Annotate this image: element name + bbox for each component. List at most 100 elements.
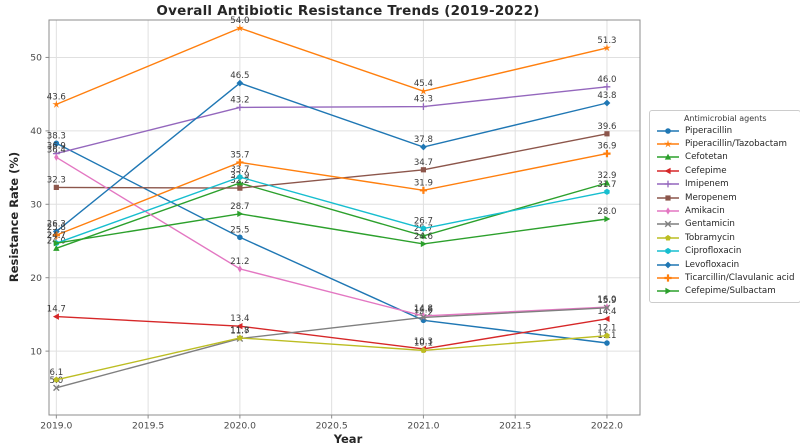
legend-marker-p <box>657 234 679 241</box>
svg-text:2021.0: 2021.0 <box>407 421 439 432</box>
point-label: 43.2 <box>230 95 249 105</box>
gridlines <box>49 20 640 415</box>
point-label: 33.7 <box>230 165 249 175</box>
point-label: 13.4 <box>230 314 249 324</box>
axes-frame <box>48 19 641 416</box>
svg-text:2020.5: 2020.5 <box>316 421 348 432</box>
legend-item: Levofloxacin <box>656 258 794 271</box>
legend-label: Piperacillin/Tazobactam <box>685 139 787 150</box>
series-meropenem: 32.3 32.2 34.7 39.6 <box>47 122 617 191</box>
point-label: 16.0 <box>597 295 616 305</box>
svg-text:30: 30 <box>30 199 42 210</box>
point-label: 37.8 <box>414 135 433 145</box>
svg-text:2021.5: 2021.5 <box>499 421 531 432</box>
legend-marker-> <box>657 288 679 295</box>
point-label: 26.3 <box>47 219 66 229</box>
point-label: 26.7 <box>414 217 433 227</box>
point-label: 24.7 <box>47 231 66 241</box>
series-tobramycin: 6.1 11.8 10.1 12.1 <box>50 324 617 383</box>
legend-item: Meropenem <box>656 191 794 204</box>
legend-item: Cefepime/Sulbactam <box>656 285 794 298</box>
point-label: 31.9 <box>414 178 433 188</box>
legend-item: Gentamicin <box>656 218 794 231</box>
point-label: 12.1 <box>597 324 616 334</box>
point-label: 14.6 <box>414 305 433 315</box>
point-label: 32.3 <box>47 175 66 185</box>
legend-label: Ticarcillin/Clavulanic acid <box>685 272 795 283</box>
point-label: 11.7 <box>230 327 249 337</box>
series-imipenem: 36.9 43.2 43.3 46.0 <box>47 75 617 158</box>
point-label: 10.3 <box>414 337 433 347</box>
legend-label: Ciprofloxacin <box>685 246 742 257</box>
point-label: 14.4 <box>597 307 616 317</box>
legend-label: Levofloxacin <box>685 259 740 270</box>
svg-text:2022.0: 2022.0 <box>591 421 623 432</box>
point-label: 24.6 <box>414 232 433 242</box>
point-label: 54.0 <box>230 16 249 26</box>
legend-item: Cefepime <box>656 164 794 177</box>
point-label: 31.7 <box>597 180 616 190</box>
point-label: 15.9 <box>597 296 616 306</box>
legend-marker-+ <box>657 180 679 188</box>
legend-marker-x <box>657 221 679 228</box>
chart-title: Overall Antibiotic Resistance Trends (20… <box>156 3 540 19</box>
svg-text:20: 20 <box>30 273 42 284</box>
point-label: 28.7 <box>230 202 249 212</box>
svg-text:2019.5: 2019.5 <box>132 421 164 432</box>
point-label: 45.4 <box>414 79 433 89</box>
point-label: 32.9 <box>597 171 616 181</box>
legend-item: Piperacillin <box>656 124 794 137</box>
point-label: 36.9 <box>597 142 616 152</box>
point-label: 11.8 <box>230 326 249 336</box>
point-label: 14.7 <box>47 305 66 315</box>
legend-item: Imipenem <box>656 178 794 191</box>
legend-label: Cefotetan <box>685 152 728 163</box>
point-label: 43.3 <box>414 95 433 105</box>
legend-label: Tobramycin <box>685 232 735 243</box>
legend-item: Ticarcillin/Clavulanic acid <box>656 271 794 284</box>
legend-item: Tobramycin <box>656 231 794 244</box>
legend: Antimicrobial agents Piperacillin Piperac… <box>649 110 800 304</box>
svg-text:2020.0: 2020.0 <box>224 421 256 432</box>
legend-marker-s <box>657 195 679 201</box>
legend-label: Amikacin <box>685 206 725 217</box>
legend-label: Gentamicin <box>685 219 735 230</box>
legend-items: Piperacillin Piperacillin/Tazobactam Cefot… <box>656 124 794 298</box>
legend-marker-D <box>657 261 679 268</box>
point-label: 10.1 <box>414 338 433 348</box>
point-label: 6.1 <box>50 368 64 378</box>
svg-text:40: 40 <box>30 126 42 137</box>
point-label: 28.0 <box>597 207 616 217</box>
legend-item: Piperacillin/Tazobactam <box>656 137 794 150</box>
legend-marker-d <box>657 207 679 215</box>
series-ticarcillin-clavulanic-acid: 25.8 35.7 31.9 36.9 <box>47 142 617 239</box>
legend-title: Antimicrobial agents <box>683 114 767 123</box>
svg-text:10: 10 <box>30 346 42 357</box>
legend-marker-* <box>657 139 679 148</box>
point-label: 38.3 <box>47 131 66 141</box>
point-label: 34.7 <box>414 158 433 168</box>
legend-label: Cefepime/Sulbactam <box>685 286 776 297</box>
series-cefepime-sulbactam: 24.7 28.7 24.6 28.0 <box>47 202 617 248</box>
x-axis-label: Year <box>333 432 363 446</box>
point-label: 43.8 <box>597 91 616 101</box>
point-label: 14.8 <box>414 304 433 314</box>
legend-marker-< <box>657 167 679 175</box>
point-label: 51.3 <box>597 36 616 46</box>
point-label: 25.8 <box>47 223 66 233</box>
legend-item: Amikacin <box>656 204 794 217</box>
point-label: 36.4 <box>47 145 66 155</box>
legend-marker-h <box>657 248 679 255</box>
svg-text:50: 50 <box>30 53 42 64</box>
series-piperacillin-tazobactam: 43.6 54.0 45.4 51.3 <box>47 16 617 108</box>
legend-label: Imipenem <box>685 179 729 190</box>
legend-item: Cefotetan <box>656 151 794 164</box>
point-label: 25.5 <box>230 225 249 235</box>
point-label: 32.2 <box>230 176 249 186</box>
legend-item: Ciprofloxacin <box>656 245 794 258</box>
legend-label: Meropenem <box>685 192 737 203</box>
legend-marker-P <box>657 274 679 282</box>
svg-text:2019.0: 2019.0 <box>40 421 72 432</box>
legend-label: Cefepime <box>685 165 727 176</box>
